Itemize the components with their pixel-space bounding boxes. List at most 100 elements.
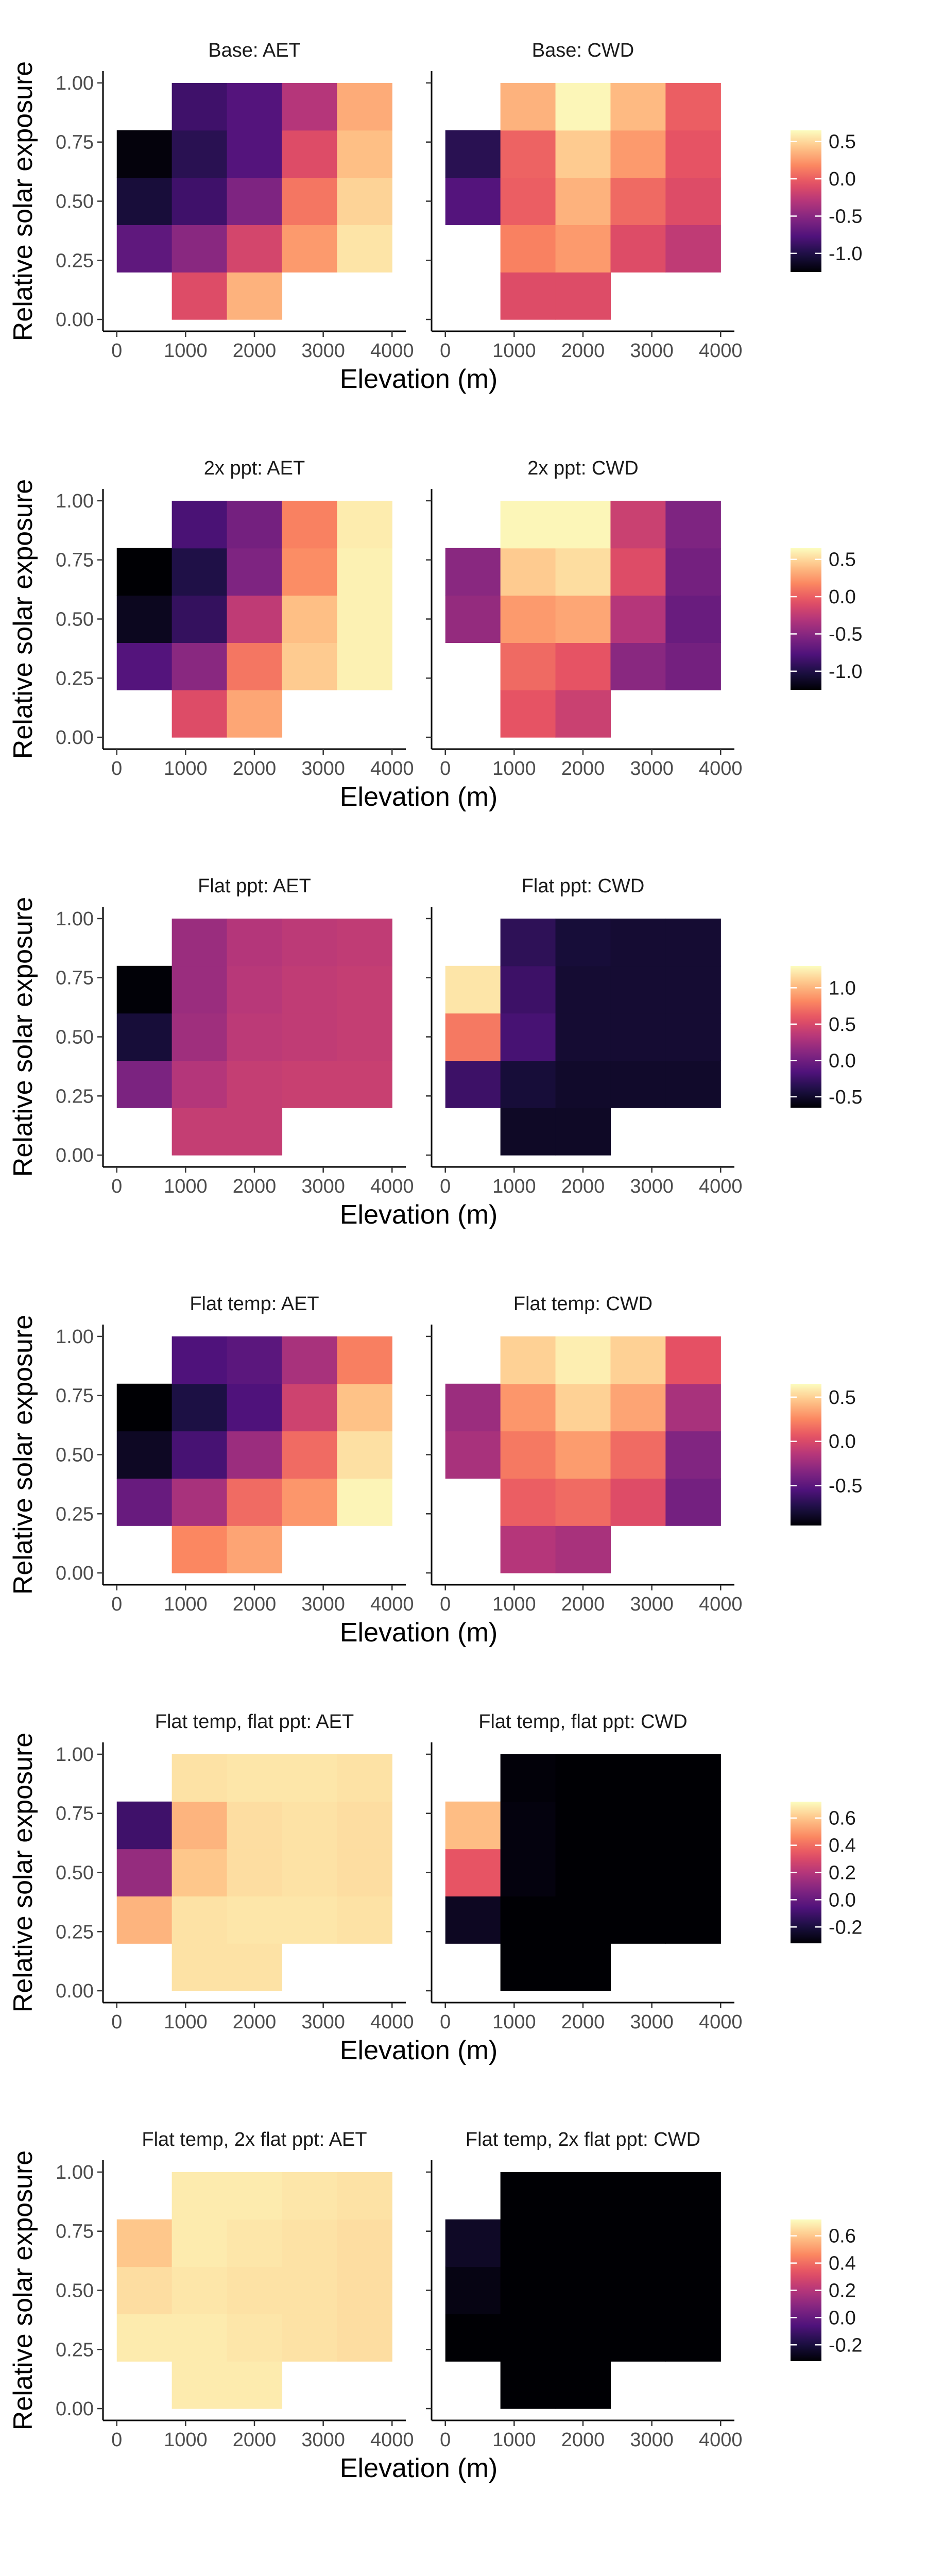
x-tick-label: 3000: [630, 1594, 674, 1615]
panel-aet: Flat temp: AET 0 1000 2000 3000 4000 0.00 0.25 0…: [56, 1293, 414, 1615]
heatmap-cell: [555, 1108, 611, 1156]
x-axis-title: Elevation (m): [340, 2036, 497, 2065]
heatmap-cell: [610, 1431, 666, 1479]
panel-title: Flat temp, flat ppt: CWD: [478, 1711, 687, 1733]
heatmap-cell: [171, 642, 228, 690]
colorbar-tick-label: 0.5: [829, 1014, 856, 1036]
heatmap-cell: [282, 82, 337, 131]
heatmap-cell: [171, 177, 228, 226]
heatmap-cell: [665, 2314, 721, 2362]
x-tick-label: 4000: [370, 340, 414, 362]
heatmap-cell: [337, 2266, 392, 2315]
panel-title: Flat temp: AET: [190, 1293, 319, 1315]
heatmap-cell: [282, 130, 337, 178]
x-tick-label: 4000: [699, 2011, 743, 2033]
x-tick-label: 4000: [370, 1594, 414, 1615]
heatmap-cell: [555, 1478, 611, 1526]
heatmap-cell: [337, 82, 392, 131]
panel-aet: Base: AET 0 1000 2000 3000 4000 0.00 0.25 0.50 0.…: [56, 40, 414, 362]
x-tick-label: 1000: [492, 2011, 536, 2033]
heatmap-cell: [445, 548, 501, 596]
heatmap-cell: [610, 642, 666, 690]
colorbar-legend: 0.6 0.4 0.2 0.0 -0.2: [791, 1802, 862, 1943]
heatmap-cell: [282, 1478, 337, 1526]
heatmap-cell: [500, 1943, 556, 1991]
heatmap-cell: [337, 225, 392, 273]
heatmap-cell: [665, 1801, 721, 1850]
heatmap-cell: [116, 2219, 173, 2267]
x-tick-label: 3000: [630, 758, 674, 779]
y-axis-title: Relative solar exposure: [8, 2150, 38, 2430]
heatmap-cell: [445, 130, 501, 178]
heatmap-cell: [171, 1013, 228, 1061]
x-tick-label: 2000: [561, 2429, 605, 2451]
heatmap-cell: [445, 1849, 501, 1897]
y-tick-label: 1.00: [56, 490, 94, 512]
colorbar-legend: 0.5 0.0 -0.5 -1.0: [791, 130, 862, 272]
heatmap-cell: [665, 1478, 721, 1526]
x-tick-label: 0: [111, 340, 122, 362]
heatmap-cell: [500, 1478, 556, 1526]
heatmap-cell: [555, 965, 611, 1014]
x-axis-title: Elevation (m): [340, 1200, 497, 1230]
heatmap-cell: [610, 177, 666, 226]
heatmap-cell: [445, 1013, 501, 1061]
facet-row-6: Flat temp, 2x flat ppt: AET 0 1000 2000 3000…: [8, 2129, 862, 2483]
y-tick-label: 0.00: [56, 309, 94, 331]
heatmap-cell: [282, 2219, 337, 2267]
y-tick-label: 0.75: [56, 1385, 94, 1407]
heatmap-cell: [610, 225, 666, 273]
heatmap-cell: [227, 2314, 283, 2362]
x-tick-label: 3000: [630, 340, 674, 362]
colorbar-tick-label: -0.5: [829, 1087, 862, 1108]
x-tick-label: 4000: [699, 340, 743, 362]
colorbar: [791, 548, 821, 690]
heatmap-cell: [665, 130, 721, 178]
heatmap-cell: [282, 2172, 337, 2220]
colorbar-tick-label: 0.6: [829, 2226, 856, 2247]
y-tick-label: 1.00: [56, 908, 94, 930]
colorbar-tick-label: 1.0: [829, 977, 856, 999]
colorbar: [791, 966, 821, 1108]
x-tick-label: 1000: [492, 758, 536, 779]
heatmap-cell: [116, 548, 173, 596]
heatmap-cell: [227, 1849, 283, 1897]
heatmap-cell: [282, 1849, 337, 1897]
colorbar-legend: 0.5 0.0 -0.5: [791, 1384, 862, 1526]
heatmap-cell: [116, 177, 173, 226]
x-tick-label: 1000: [492, 340, 536, 362]
colorbar-tick-label: -0.5: [829, 1476, 862, 1497]
x-tick-label: 1000: [492, 2429, 536, 2451]
x-tick-label: 0: [111, 1594, 122, 1615]
heatmap-cell: [500, 2361, 556, 2409]
heatmap-cell: [171, 690, 228, 738]
heatmap-cell: [171, 965, 228, 1014]
x-tick-label: 1000: [164, 1176, 208, 1197]
heatmap-cell: [282, 548, 337, 596]
x-tick-label: 2000: [561, 340, 605, 362]
heatmap-cell: [555, 2172, 611, 2220]
heatmap-cell: [665, 2219, 721, 2267]
y-tick-label: 0.25: [56, 1921, 94, 1943]
heatmap-cell: [171, 1478, 228, 1526]
heatmap-cell: [171, 918, 228, 967]
heatmap-cell: [171, 1336, 228, 1384]
heatmap-cell: [500, 548, 556, 596]
heatmap-cell: [555, 177, 611, 226]
heatmap-cell: [282, 1013, 337, 1061]
panel-title: Flat ppt: CWD: [522, 875, 645, 897]
x-tick-label: 4000: [370, 758, 414, 779]
heatmap-cell: [116, 642, 173, 690]
x-tick-label: 0: [111, 1176, 122, 1197]
colorbar-legend: 1.0 0.5 0.0 -0.5: [791, 966, 862, 1108]
heatmap-cell: [500, 1849, 556, 1897]
colorbar-tick-label: -0.2: [829, 2334, 862, 2356]
heatmap-cell: [610, 1013, 666, 1061]
heatmap-cell: [171, 225, 228, 273]
heatmap-cell: [337, 642, 392, 690]
heatmap-cell: [227, 1383, 283, 1432]
heatmap-cell: [500, 2219, 556, 2267]
heatmap-cell: [116, 1896, 173, 1944]
y-tick-label: 1.00: [56, 1326, 94, 1348]
